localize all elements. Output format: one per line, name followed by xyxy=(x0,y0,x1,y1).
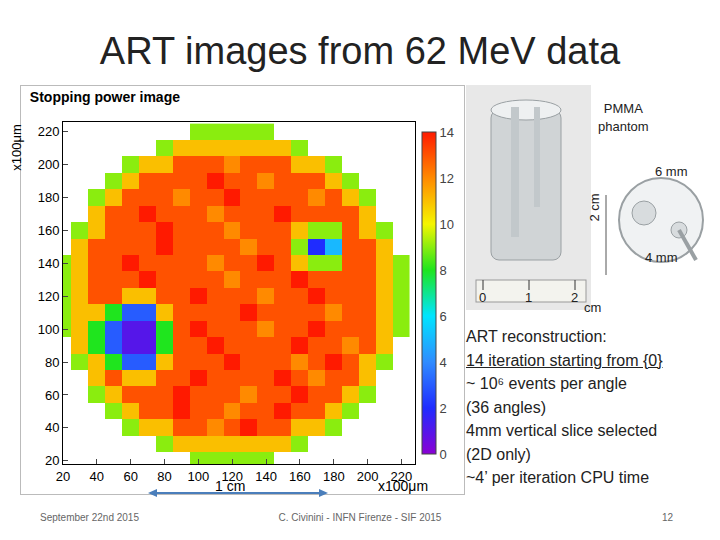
svg-text:6: 6 xyxy=(440,309,447,324)
svg-text:120: 120 xyxy=(38,289,60,304)
svg-text:8: 8 xyxy=(440,263,447,278)
svg-text:10: 10 xyxy=(440,217,454,232)
svg-text:160: 160 xyxy=(289,469,311,484)
svg-text:180: 180 xyxy=(323,469,345,484)
svg-text:2: 2 xyxy=(440,401,447,416)
svg-text:100: 100 xyxy=(188,469,210,484)
svg-text:20: 20 xyxy=(56,469,70,484)
svg-text:80: 80 xyxy=(157,469,171,484)
svg-text:200: 200 xyxy=(38,157,60,172)
svg-text:140: 140 xyxy=(255,469,277,484)
svg-text:100: 100 xyxy=(38,322,60,337)
svg-text:12: 12 xyxy=(440,171,454,186)
svg-text:40: 40 xyxy=(90,469,104,484)
svg-text:60: 60 xyxy=(45,387,59,402)
svg-text:4: 4 xyxy=(440,355,447,370)
svg-text:60: 60 xyxy=(123,469,137,484)
svg-text:0: 0 xyxy=(440,447,447,462)
svg-text:40: 40 xyxy=(45,420,59,435)
svg-text:80: 80 xyxy=(45,355,59,370)
svg-text:140: 140 xyxy=(38,256,60,271)
svg-text:160: 160 xyxy=(38,223,60,238)
svg-text:200: 200 xyxy=(357,469,379,484)
svg-text:220: 220 xyxy=(38,124,60,139)
svg-text:Stopping power image: Stopping power image xyxy=(30,89,180,105)
svg-text:14: 14 xyxy=(440,125,454,140)
svg-text:180: 180 xyxy=(38,190,60,205)
svg-text:20: 20 xyxy=(45,453,59,468)
